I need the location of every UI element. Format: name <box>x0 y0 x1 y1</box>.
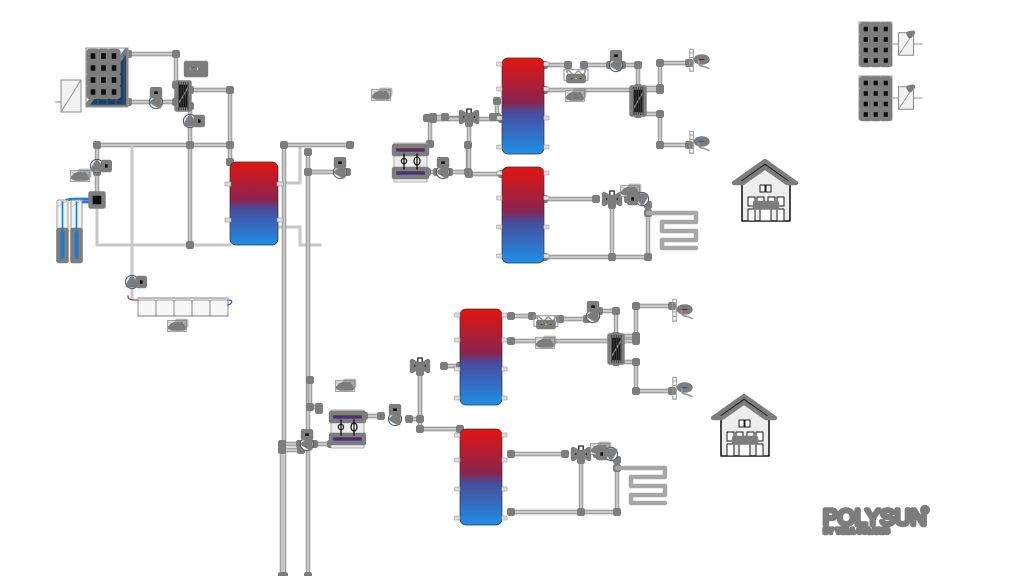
svg-text:BY VELA SOLARIS: BY VELA SOLARIS <box>824 529 890 535</box>
svg-text:POLYSUN: POLYSUN <box>823 505 927 530</box>
svg-text:®: ® <box>922 506 928 515</box>
